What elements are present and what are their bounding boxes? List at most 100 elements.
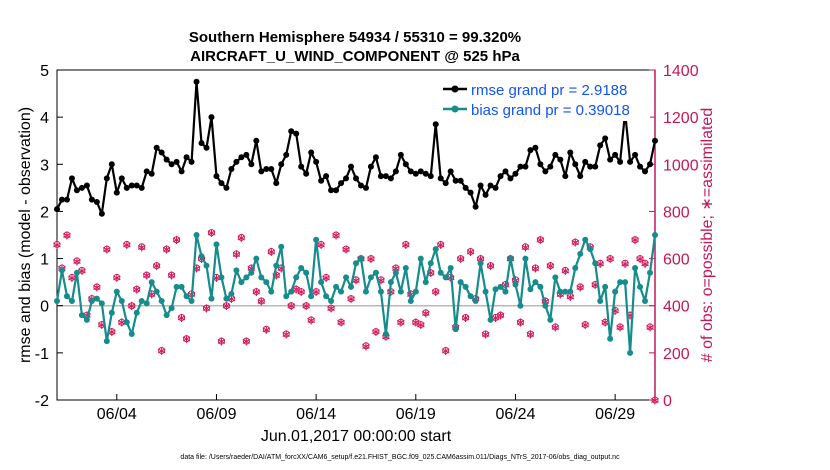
bias-point xyxy=(93,295,100,302)
bias-point xyxy=(587,246,594,253)
rmse-point xyxy=(58,196,65,203)
obs-possible-marker xyxy=(307,316,315,324)
bias-point xyxy=(552,274,559,281)
rmse-point xyxy=(288,128,295,135)
obs-assimilated-marker: ∗ xyxy=(211,271,222,286)
obs-assimilated-marker: ∗ xyxy=(121,238,132,253)
rmse-point xyxy=(118,175,125,182)
rmse-point xyxy=(592,163,599,170)
obs-assimilated-marker: ∗ xyxy=(630,233,641,248)
obs-possible-marker xyxy=(457,255,465,263)
bias-point xyxy=(577,250,584,257)
rmse-point xyxy=(183,154,190,161)
rmse-point xyxy=(562,173,569,180)
legend-bias-label: bias grand pr = 0.39018 xyxy=(471,102,630,119)
obs-possible-marker xyxy=(646,323,654,331)
y-tick-label-left: 0 xyxy=(40,299,49,316)
rmse-point xyxy=(298,163,305,170)
x-axis-label: Jun.01,2017 00:00:00 start xyxy=(261,428,452,445)
bias-point xyxy=(607,335,614,342)
obs-possible-marker xyxy=(581,321,589,329)
rmse-point xyxy=(647,161,654,168)
bias-point xyxy=(233,267,240,274)
obs-assimilated-marker: ∗ xyxy=(316,238,327,253)
rmse-point xyxy=(462,184,469,191)
bias-point xyxy=(462,283,469,290)
x-tick-label: 06/29 xyxy=(595,406,635,423)
rmse-point xyxy=(303,170,310,177)
bias-point xyxy=(138,298,145,304)
obs-assimilated-marker: ∗ xyxy=(311,285,322,300)
rmse-point xyxy=(572,161,579,168)
rmse-point xyxy=(163,156,170,163)
y-tick-label-left: -2 xyxy=(35,393,49,410)
y-tick-label-left: 1 xyxy=(40,252,49,269)
rmse-point xyxy=(143,168,150,175)
obs-possible-marker xyxy=(68,273,76,281)
bias-point xyxy=(193,232,200,238)
obs-assimilated-marker: ∗ xyxy=(525,328,536,343)
obs-assimilated-marker: ∗ xyxy=(535,233,546,248)
obs-assimilated-marker: ∗ xyxy=(495,309,506,324)
obs-assimilated-marker: ∗ xyxy=(331,229,342,244)
bias-point xyxy=(158,298,165,304)
obs-assimilated-marker: ∗ xyxy=(191,262,202,277)
obs-possible-marker xyxy=(546,262,554,270)
obs-assimilated-marker: ∗ xyxy=(490,311,501,326)
rmse-point xyxy=(333,187,340,194)
bias-point xyxy=(218,274,225,281)
bias-point xyxy=(372,269,379,276)
obs-assimilated-marker: ∗ xyxy=(605,252,616,267)
bias-point xyxy=(562,288,569,295)
bias-point xyxy=(258,274,265,281)
rmse-point xyxy=(557,156,564,163)
rmse-point xyxy=(238,154,245,161)
obs-possible-marker xyxy=(372,328,380,336)
y-tick-label-right: 1200 xyxy=(663,110,699,127)
obs-possible-marker xyxy=(267,248,275,255)
obs-assimilated-marker: ∗ xyxy=(615,320,626,335)
rmse-point xyxy=(547,163,554,170)
obs-possible-marker xyxy=(312,288,320,296)
bias-point xyxy=(417,255,424,262)
rmse-point xyxy=(198,140,205,147)
bias-point xyxy=(263,279,270,286)
bias-point xyxy=(143,300,150,307)
y-tick-label-left: 4 xyxy=(40,110,49,127)
rmse-point xyxy=(54,206,60,213)
rmse-point xyxy=(293,130,300,137)
obs-assimilated-marker: ∗ xyxy=(236,231,247,246)
y-tick-label-right: 200 xyxy=(663,346,690,363)
obs-possible-marker xyxy=(561,266,569,274)
obs-possible-marker xyxy=(103,245,111,253)
rmse-point xyxy=(537,161,544,168)
obs-assimilated-marker: ∗ xyxy=(151,259,162,274)
obs-assimilated-marker: ∗ xyxy=(76,264,87,279)
bias-point xyxy=(457,279,464,286)
rmse-point xyxy=(457,177,464,184)
rmse-point xyxy=(328,187,335,194)
rmse-point xyxy=(402,161,409,168)
bias-point xyxy=(293,274,300,281)
obs-possible-marker xyxy=(322,273,330,281)
obs-assimilated-marker: ∗ xyxy=(306,313,317,328)
obs-assimilated-marker: ∗ xyxy=(475,252,486,267)
bias-point xyxy=(557,288,564,295)
obs-possible-marker xyxy=(342,245,350,253)
rmse-point xyxy=(467,189,474,196)
legend: rmse grand pr = 2.9188 bias grand pr = 0… xyxy=(438,77,650,121)
rmse-point xyxy=(507,175,514,182)
rmse-point xyxy=(532,144,539,151)
obs-possible-marker xyxy=(467,248,475,255)
obs-possible-marker xyxy=(153,262,161,270)
obs-possible-marker xyxy=(78,266,86,274)
rmse-point xyxy=(497,173,504,180)
obs-assimilated-marker: ∗ xyxy=(550,320,561,335)
rmse-point xyxy=(477,182,484,189)
bias-point xyxy=(103,338,110,345)
obs-assimilated-marker: ∗ xyxy=(351,273,362,288)
rmse-point xyxy=(357,182,364,189)
rmse-point xyxy=(437,175,444,182)
bias-point xyxy=(532,279,539,286)
obs-possible-marker xyxy=(237,233,245,241)
